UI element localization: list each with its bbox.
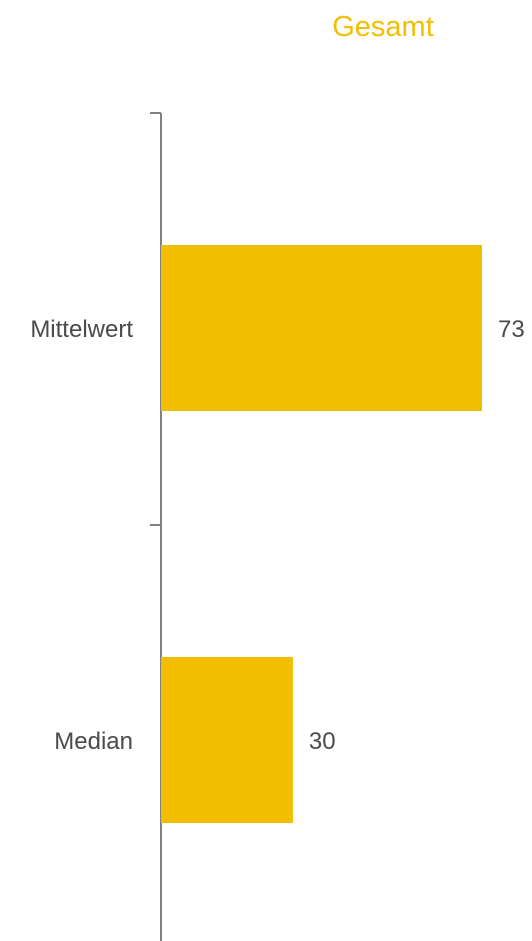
value-label: 73: [498, 316, 525, 343]
value-label: 30: [309, 728, 336, 755]
category-label: Median: [54, 728, 133, 755]
chart-title: Gesamt: [332, 11, 434, 43]
bar: [161, 657, 293, 823]
category-label: Mittelwert: [30, 316, 133, 343]
bar: [161, 245, 482, 411]
bars-layer: Mittelwert 73 Median 30: [30, 245, 525, 823]
